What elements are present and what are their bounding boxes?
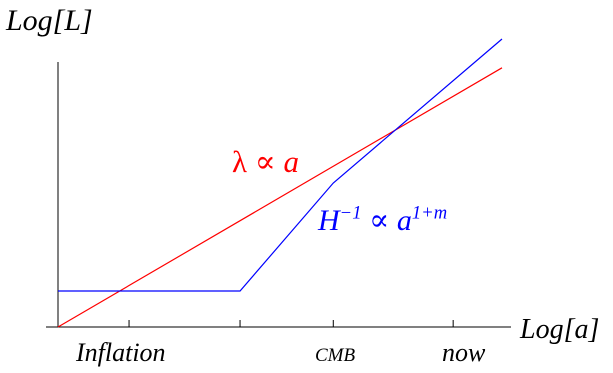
lambda-symbol: λ: [232, 144, 248, 179]
x-axis-label: Log[a]: [520, 314, 600, 345]
tick-marks: [46, 320, 454, 328]
blue-series-annotation: H−1 ∝ a1+m: [318, 204, 447, 237]
tick-label-cmb: CMB: [315, 345, 356, 366]
hubble-symbol: H: [318, 204, 340, 237]
scale-factor-symbol: a: [283, 144, 300, 179]
proportional-symbol: ∝: [361, 204, 397, 237]
wavelength-series-line: [57, 67, 503, 328]
tick-label-now: now: [442, 338, 486, 367]
hubble-exponent: −1: [339, 202, 362, 224]
proportional-symbol: ∝: [247, 144, 284, 179]
scale-factor-exponent: 1+m: [411, 202, 448, 224]
red-series-annotation: λ ∝ a: [232, 146, 299, 177]
hubble-radius-series-line: [58, 38, 503, 292]
tick-label-inflation: Inflation: [76, 338, 166, 367]
y-axis-label: Log[L]: [6, 4, 93, 37]
series-group: [57, 38, 503, 328]
scale-factor-symbol: a: [396, 204, 412, 237]
